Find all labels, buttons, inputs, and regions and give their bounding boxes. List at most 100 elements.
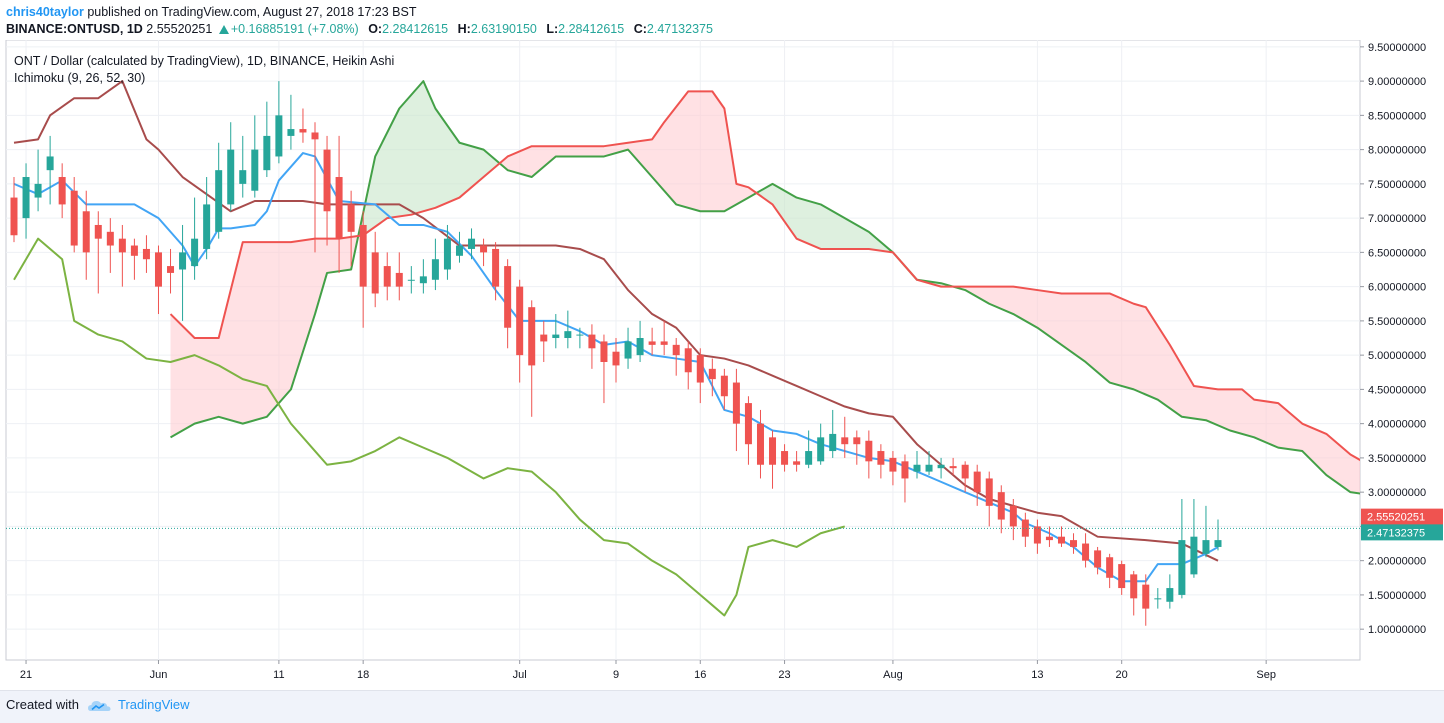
candle: [431, 238, 439, 291]
candle: [287, 94, 295, 150]
tradingview-cloud-icon[interactable]: [88, 698, 112, 714]
candle: [853, 430, 861, 465]
candle: [889, 451, 897, 486]
x-tick-label: Jul: [513, 669, 527, 681]
candle: [34, 149, 42, 212]
candle-body: [540, 334, 548, 342]
candle: [395, 252, 403, 301]
candle-body: [239, 170, 247, 184]
candle: [407, 266, 415, 294]
candle-body: [70, 190, 78, 246]
candle: [1045, 526, 1053, 547]
candle: [130, 238, 138, 280]
y-tick-label: 8.00000000: [1368, 145, 1426, 157]
candle: [203, 177, 211, 260]
candle: [179, 224, 187, 321]
candle: [1057, 526, 1065, 547]
candle-body: [865, 440, 873, 462]
candle-body: [817, 437, 825, 462]
candle-body: [215, 170, 223, 232]
candle-body: [781, 451, 789, 465]
candle: [142, 235, 150, 273]
candle: [829, 409, 837, 458]
candle: [455, 231, 463, 263]
x-tick-label: Sep: [1256, 669, 1276, 681]
candle-body: [708, 368, 716, 380]
candle-body: [287, 129, 295, 136]
candle: [46, 135, 54, 205]
candle: [347, 190, 355, 267]
candle: [1070, 533, 1078, 554]
candle: [781, 444, 789, 472]
candle-body: [624, 341, 632, 359]
created-with-text: Created with: [6, 697, 79, 712]
candle: [371, 231, 379, 308]
candle: [708, 358, 716, 397]
up-arrow-icon: [218, 25, 229, 34]
candle-body: [1082, 543, 1090, 561]
candle: [805, 430, 813, 469]
tradingview-brand-link[interactable]: TradingView: [118, 697, 190, 712]
candle-body: [1178, 540, 1186, 595]
lead-2-line: [169, 90, 1360, 462]
candle-body: [431, 259, 439, 280]
candle-body: [1106, 557, 1114, 578]
lagging-span-line: [13, 237, 846, 617]
candle-body: [263, 135, 271, 171]
candle: [106, 218, 114, 273]
price-label-text: 2.47132375: [1367, 527, 1425, 539]
low-value: 2.28412615: [558, 22, 625, 36]
candle-body: [10, 197, 18, 236]
candle: [1166, 574, 1174, 609]
candle-body: [468, 238, 476, 249]
y-tick-label: 7.00000000: [1368, 213, 1426, 225]
price-label-bg: [1361, 524, 1443, 541]
candle: [1190, 499, 1198, 578]
candle: [540, 320, 548, 362]
candle: [901, 454, 909, 503]
candle: [516, 279, 524, 383]
candle-body: [1094, 550, 1102, 568]
candle: [877, 444, 885, 479]
candle-body: [1045, 536, 1053, 541]
candle: [636, 320, 644, 362]
candle-body: [732, 382, 740, 424]
y-tick-label: 8.50000000: [1368, 110, 1426, 122]
candle: [600, 334, 608, 404]
candle: [720, 368, 728, 410]
price-change: +0.16885191 (+7.08%): [230, 22, 359, 36]
symbol-line: BINANCE:ONTUSD, 1D 2.55520251 +0.1688519…: [6, 21, 713, 37]
candle: [1094, 546, 1102, 575]
y-axis[interactable]: 1.000000001.500000002.000000002.50000000…: [1360, 42, 1426, 636]
candle: [1021, 512, 1029, 547]
candle-body: [612, 351, 620, 366]
candle: [239, 135, 247, 198]
candle: [1118, 560, 1126, 595]
author-link[interactable]: chris40taylor: [6, 5, 84, 19]
candle-body: [94, 224, 102, 239]
candle: [480, 238, 488, 267]
cloud-bullish: [757, 183, 957, 288]
candle-body: [395, 272, 403, 287]
candle-body: [251, 149, 259, 191]
price-chart[interactable]: 1.000000001.500000002.000000002.50000000…: [0, 40, 1444, 690]
candle: [118, 224, 126, 287]
last-price: 2.55520251: [146, 22, 213, 36]
candle-body: [985, 478, 993, 506]
candle: [612, 338, 620, 383]
open-label: O:: [368, 22, 383, 36]
candle: [263, 101, 271, 178]
x-axis[interactable]: 21 Jun 11 18 Jul 9 16 23 Aug 13 20 Sep: [20, 660, 1276, 681]
candle-body: [648, 341, 656, 345]
candle-body: [275, 115, 283, 157]
candle-body: [841, 437, 849, 445]
chart-header: chris40taylor published on TradingView.c…: [0, 0, 1444, 40]
y-tick-label: 5.00000000: [1368, 350, 1426, 362]
y-tick-label: 4.00000000: [1368, 419, 1426, 431]
chart-title: ONT / Dollar (calculated by TradingView)…: [14, 54, 394, 68]
x-tick-label: Jun: [150, 669, 168, 681]
candle-body: [913, 464, 921, 472]
candle-body: [480, 245, 488, 253]
candle-body: [1033, 526, 1041, 544]
candle: [215, 142, 223, 239]
